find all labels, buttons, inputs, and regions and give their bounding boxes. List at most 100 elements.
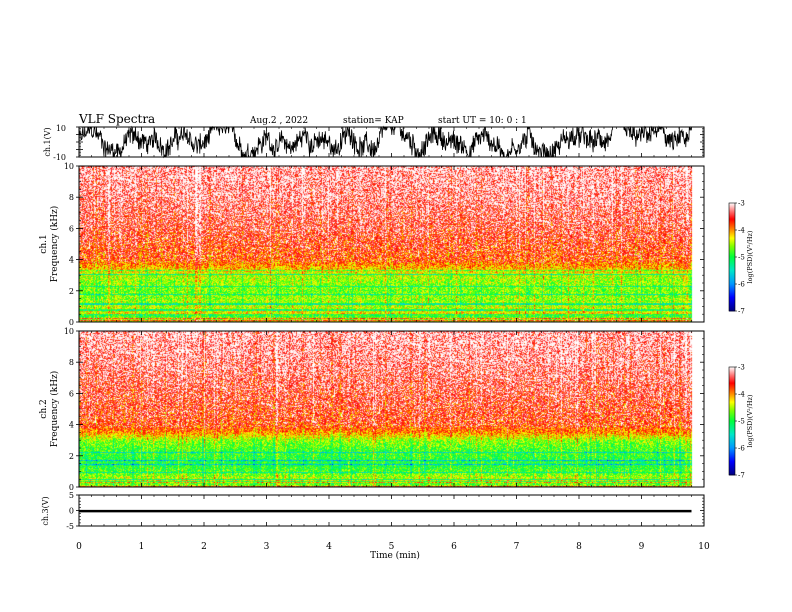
colorbar-cell — [729, 246, 735, 248]
colorbar-cell — [729, 405, 735, 407]
colorbar-label: log(PSD)(V²/Hz) — [746, 230, 754, 283]
colorbar-cell — [729, 385, 735, 387]
colorbar-cell — [729, 271, 735, 273]
colorbar-cell — [729, 406, 735, 408]
colorbar-cell — [729, 423, 735, 425]
colorbar-cell — [729, 448, 735, 450]
ch2-spectrogram-ylabel: Frequency (kHz) — [49, 371, 60, 448]
colorbar-cell — [729, 214, 735, 216]
colorbar-cell — [729, 454, 735, 456]
colorbar-cell — [729, 242, 735, 244]
colorbar-cell — [729, 403, 735, 405]
colorbar-cell — [729, 219, 735, 221]
ch1-waveform-panel: 10 -10 ch.1(V) — [43, 124, 705, 162]
colorbar-cell — [729, 410, 735, 412]
colorbar-cell — [729, 229, 735, 231]
colorbar-cell — [729, 418, 735, 420]
colorbar-cell — [729, 372, 735, 374]
spec2-ytick-label: 8 — [69, 358, 74, 367]
colorbar-cell — [729, 259, 735, 261]
colorbar-cell — [729, 449, 735, 451]
colorbar-cell — [729, 462, 735, 464]
colorbar-cell — [729, 390, 735, 392]
colorbar-cell — [729, 442, 735, 444]
colorbar-cell — [729, 258, 735, 260]
colorbar-cell — [729, 460, 735, 462]
date-label: Aug.2 , 2022 — [249, 116, 308, 126]
colorbar-cell — [729, 407, 735, 409]
ch1-ylabel: ch.1(V) — [43, 127, 52, 156]
colorbar-cell — [729, 422, 735, 424]
colorbar-cell — [729, 230, 735, 232]
colorbar-cell — [729, 393, 735, 395]
colorbar-cell — [729, 238, 735, 240]
colorbar-cell — [729, 290, 735, 292]
colorbar-tick-label: -7 — [738, 472, 745, 480]
ch1-colorbar: -3 -4 -5 -6 -7 log(PSD)(V²/Hz) — [728, 200, 754, 316]
colorbar-cell — [729, 303, 735, 305]
colorbar-cell — [729, 391, 735, 393]
colorbar-cell — [729, 419, 735, 421]
colorbar-cell — [729, 282, 735, 284]
colorbar-cell — [729, 378, 735, 380]
colorbar-cell — [729, 228, 735, 230]
colorbar-cell — [729, 421, 735, 423]
time-xtick-label-10: 10 — [698, 542, 710, 552]
colorbar-cell — [729, 427, 735, 429]
ch1-spectrogram-image — [79, 166, 704, 322]
colorbar-cell — [729, 463, 735, 465]
spec1-ytick-label: 8 — [69, 193, 74, 202]
colorbar-cell — [729, 434, 735, 436]
colorbar-cell — [729, 221, 735, 223]
colorbar-cell — [729, 444, 735, 446]
colorbar-cell — [729, 414, 735, 416]
colorbar-cell — [729, 274, 735, 276]
ch1-spectrogram-channel-label: ch.1 — [39, 234, 49, 253]
colorbar-cell — [729, 226, 735, 228]
ch2-spectrogram-panel: 0 2 4 6 8 10 ch.2 Frequency (kHz) — [39, 327, 705, 492]
colorbar-tick-label: -4 — [738, 227, 745, 235]
colorbar-cell — [729, 203, 735, 205]
spec1-ytick-label: 10 — [64, 162, 74, 171]
colorbar-cell — [729, 388, 735, 390]
colorbar-cell — [729, 446, 735, 448]
colorbar-cell — [729, 248, 735, 250]
colorbar-cell — [729, 302, 735, 304]
colorbar-cell — [729, 413, 735, 415]
colorbar-cell — [729, 243, 735, 245]
colorbar-cell — [729, 443, 735, 445]
ch1-waveform-line — [78, 125, 692, 159]
time-xtick-label-9: 9 — [639, 542, 645, 552]
colorbar-cell — [729, 285, 735, 287]
spec1-ytick-label: 4 — [69, 256, 74, 265]
colorbar-cell — [729, 457, 735, 459]
colorbar-cell — [729, 435, 735, 437]
colorbar-tick-label: -6 — [738, 445, 745, 453]
colorbar-cell — [729, 262, 735, 264]
colorbar-cell — [729, 383, 735, 385]
ch3-waveform-band — [79, 509, 692, 513]
colorbar-cell — [729, 384, 735, 386]
colorbar-cell — [729, 273, 735, 275]
colorbar-cell — [729, 438, 735, 440]
colorbar-cell — [729, 275, 735, 277]
ch1-waveform-trace — [78, 125, 692, 159]
colorbar-cell — [729, 471, 735, 473]
colorbar-cell — [729, 401, 735, 403]
colorbar-cell — [729, 277, 735, 279]
colorbar-cell — [729, 234, 735, 236]
colorbar-cell — [729, 417, 735, 419]
colorbar-cell — [729, 309, 735, 311]
colorbar-cell — [729, 308, 735, 310]
station-label: station= KAP — [343, 116, 404, 126]
colorbar-cell — [729, 394, 735, 396]
colorbar-cell — [729, 466, 735, 468]
ch1-ytick-top: 10 — [56, 124, 66, 133]
spec2-ytick-label: 4 — [69, 421, 74, 430]
colorbar-cell — [729, 253, 735, 255]
colorbar-cell — [729, 224, 735, 226]
colorbar-cell — [729, 263, 735, 265]
colorbar-cell — [729, 288, 735, 290]
colorbar-cell — [729, 437, 735, 439]
colorbar-cell — [729, 370, 735, 372]
